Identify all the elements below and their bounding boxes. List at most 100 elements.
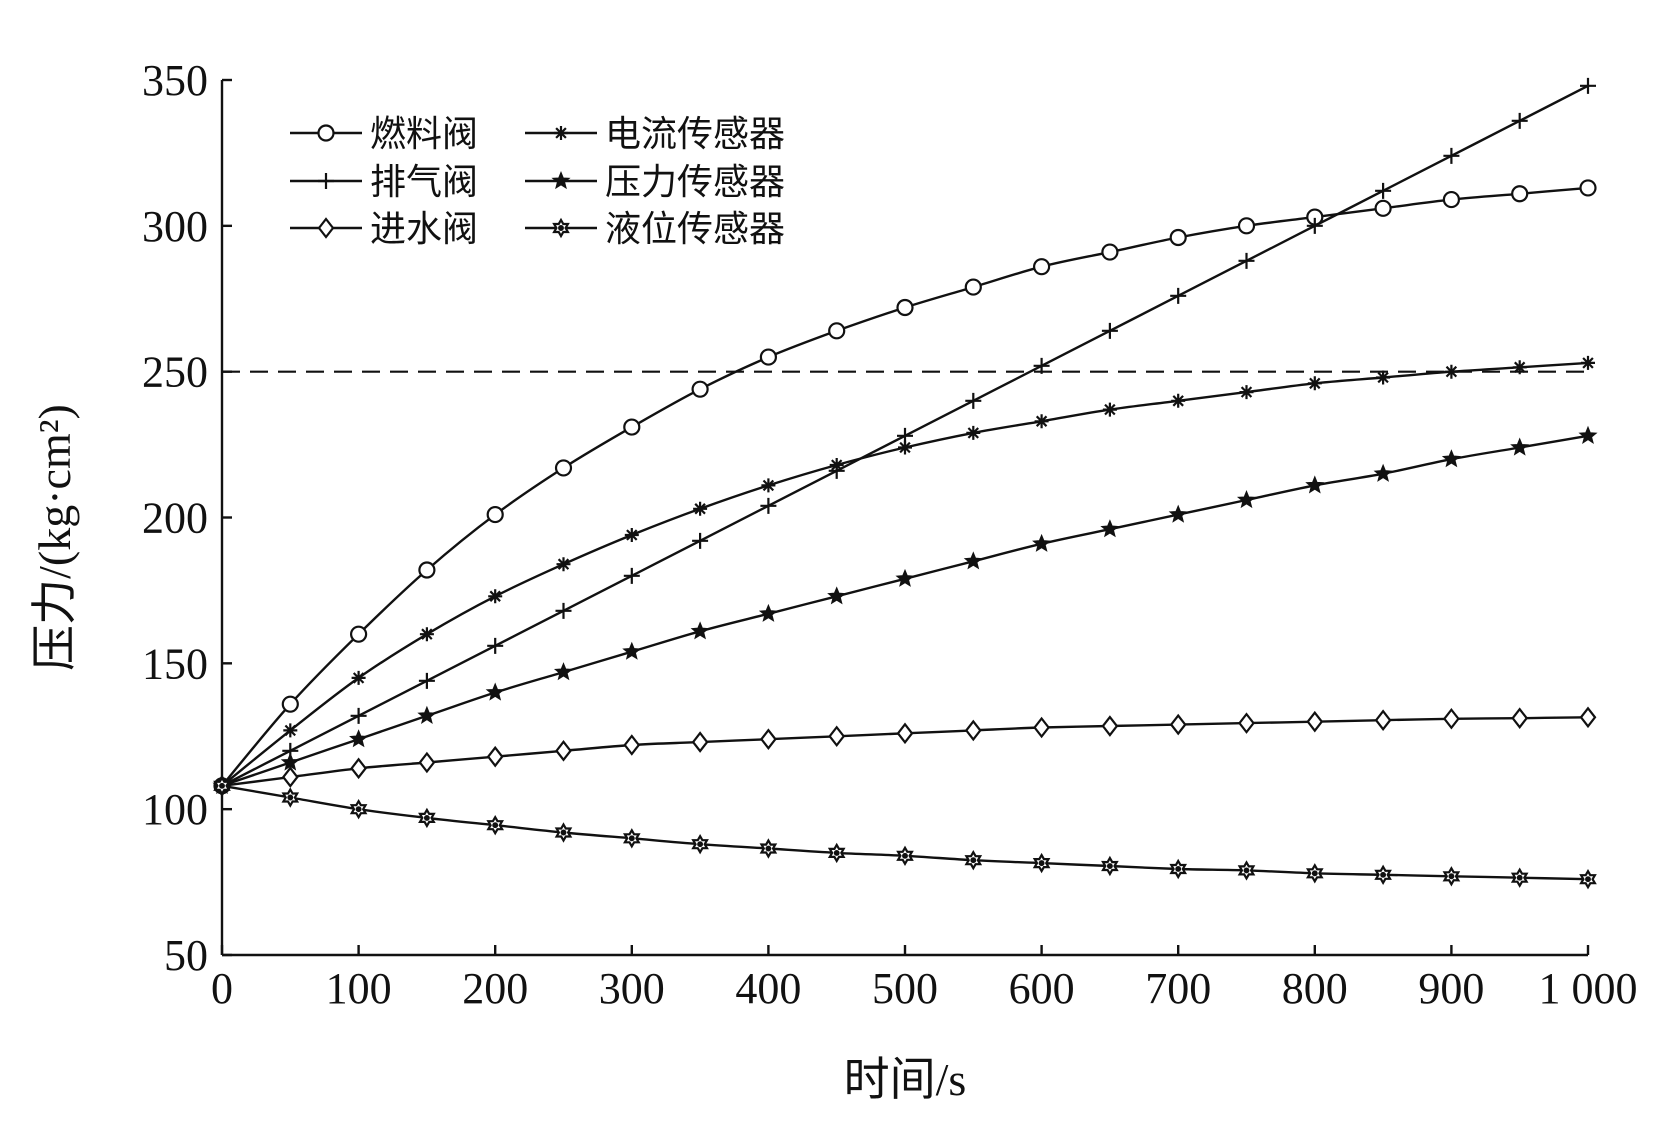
marker-asterisk [761, 478, 776, 493]
series-line-circle [221, 186, 1589, 787]
marker-plus [760, 497, 777, 514]
marker-diamond [1101, 715, 1119, 737]
marker-star [485, 682, 505, 701]
marker-plus [318, 173, 334, 189]
marker-diamond [760, 728, 777, 750]
ticks: 0 100 200 300 400 500 600 700 800 900 1 000 50 100 15… [142, 56, 1638, 1013]
marker-diamond [1033, 716, 1050, 739]
marker-plus [1443, 147, 1460, 164]
series-hexagram [213, 775, 1597, 890]
marker-hexagram-center [355, 806, 362, 813]
legend-label: 压力传感器 [605, 162, 785, 202]
marker-star [1441, 449, 1461, 468]
x-tick-label: 800 [1282, 964, 1348, 1013]
marker-plus [487, 637, 504, 654]
marker-star [1100, 519, 1120, 538]
marker-star [895, 568, 915, 587]
y-axis-title: 压力/(kg·cm²) [29, 404, 80, 671]
marker-circle [896, 298, 914, 317]
marker-circle [1374, 199, 1392, 217]
y-tick-label: 100 [142, 785, 208, 834]
marker-diamond [1579, 706, 1597, 729]
marker-star [349, 729, 369, 748]
marker-asterisk [624, 528, 639, 542]
y-tick-label: 50 [164, 931, 208, 980]
marker-circle [759, 348, 778, 366]
legend-label: 进水阀 [370, 209, 478, 249]
marker-circle [964, 278, 982, 296]
marker-hexagram-center [970, 857, 977, 864]
marker-star [551, 170, 571, 190]
marker-star [1373, 463, 1393, 482]
marker-diamond [555, 740, 572, 762]
x-tick-label: 900 [1418, 964, 1484, 1013]
marker-diamond [1374, 709, 1392, 731]
marker-hexagram-center [492, 822, 499, 829]
marker-asterisk [966, 425, 981, 440]
marker-hexagram-center [1311, 870, 1318, 877]
marker-circle [1511, 185, 1529, 203]
marker-asterisk [1102, 402, 1117, 417]
marker-circle [1169, 228, 1187, 247]
marker-diamond [1306, 710, 1324, 733]
marker-circle [554, 459, 573, 477]
series-plus [214, 77, 1596, 794]
marker-asterisk [419, 627, 434, 642]
marker-star [963, 551, 983, 570]
marker-diamond [281, 766, 299, 788]
series-group [212, 77, 1598, 890]
marker-diamond [896, 722, 914, 745]
marker-plus [350, 707, 367, 724]
marker-diamond [1511, 707, 1529, 729]
marker-hexagram-center [1585, 876, 1591, 883]
marker-plus [692, 532, 709, 549]
marker-star [827, 586, 847, 605]
marker-star [758, 603, 778, 622]
marker-star [1510, 437, 1530, 456]
marker-plus [623, 567, 640, 584]
x-tick-label: 700 [1145, 964, 1211, 1013]
marker-asterisk [283, 723, 298, 738]
legend-label: 液位传感器 [605, 209, 785, 249]
marker-plus [1306, 217, 1323, 234]
x-tick-label: 400 [735, 964, 801, 1013]
marker-circle [418, 561, 436, 579]
x-axis-title: 时间/s [844, 1054, 967, 1105]
series-circle [213, 179, 1597, 795]
marker-circle [623, 418, 641, 436]
marker-diamond [418, 751, 436, 774]
marker-asterisk [1307, 376, 1322, 391]
legend-item-asterisk: 电流传感器 [525, 114, 785, 154]
marker-asterisk [1512, 360, 1527, 375]
x-tick-label: 0 [211, 964, 233, 1013]
marker-plus [1375, 182, 1392, 199]
marker-diamond [350, 757, 367, 780]
marker-hexagram-center [1243, 867, 1250, 874]
marker-diamond [964, 719, 982, 742]
marker-star [417, 705, 437, 724]
marker-circle [1101, 243, 1119, 261]
x-tick-label: 600 [1009, 964, 1075, 1013]
marker-circle [1579, 179, 1597, 197]
series-diamond [213, 706, 1597, 797]
legend-item-circle: 燃料阀 [290, 114, 478, 154]
marker-circle [1237, 217, 1256, 235]
marker-circle [486, 505, 504, 524]
marker-circle [350, 625, 368, 643]
x-tick-label: 100 [326, 964, 392, 1013]
x-tick-label: 500 [872, 964, 938, 1013]
marker-plus [1238, 252, 1255, 269]
marker-plus [555, 602, 572, 619]
marker-star [553, 662, 574, 681]
marker-plus [418, 672, 435, 689]
marker-asterisk [1239, 385, 1254, 400]
y-tick-label: 300 [142, 202, 208, 251]
y-tick-label: 200 [142, 494, 208, 543]
y-tick-label: 250 [142, 348, 208, 397]
marker-asterisk [1171, 393, 1186, 408]
marker-hexagram-center [697, 841, 704, 848]
marker-diamond [828, 725, 846, 748]
marker-diamond [1169, 713, 1187, 736]
